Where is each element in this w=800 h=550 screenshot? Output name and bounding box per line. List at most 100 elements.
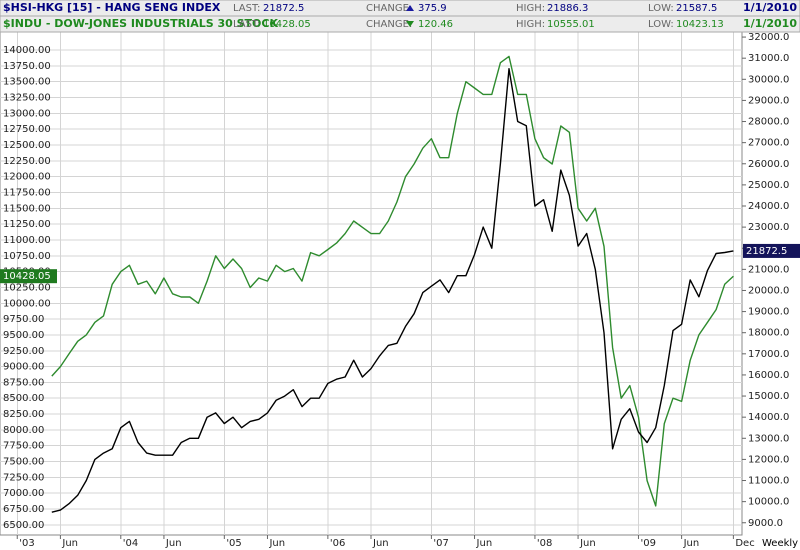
- last-value-tag: [743, 243, 800, 258]
- y-tick-label: 7750.00: [3, 441, 44, 452]
- axes: 6500.00 6750.00 7000.00 7250.00 7500.00 7750.…: [0, 32, 800, 549]
- last-value-label: 10428.05: [3, 271, 51, 282]
- x-tick-label: Jun: [268, 538, 285, 549]
- quote-value: 21587.5: [676, 3, 717, 14]
- series-line: [51, 55, 734, 507]
- y-tick-label: 9750.00: [3, 314, 44, 325]
- y-tick-label: 12750.00: [3, 124, 51, 135]
- y2-tick-label: 20000.0: [748, 285, 789, 296]
- quote-label: LAST:: [233, 3, 260, 14]
- x-tick-label: '07: [433, 538, 448, 549]
- quote-label: LOW:: [648, 3, 674, 14]
- y-tick-label: 9500.00: [3, 330, 44, 341]
- y-tick-label: 13000.00: [3, 108, 51, 119]
- quote-value: 10428.05: [263, 19, 311, 30]
- quote-value: 375.9: [418, 3, 447, 14]
- y2-tick-label: 15000.0: [748, 391, 789, 402]
- y2-tick-label: 17000.0: [748, 349, 789, 360]
- y-tick-label: 10750.00: [3, 251, 51, 262]
- y-tick-label: 9000.00: [3, 362, 44, 373]
- y2-tick-label: 31000.0: [748, 53, 789, 64]
- y2-tick-label: 26000.0: [748, 159, 789, 170]
- y-tick-label: 7250.00: [3, 472, 44, 483]
- quote-label: LOW:: [648, 19, 674, 30]
- y-tick-label: 8500.00: [3, 393, 44, 404]
- series-name: $HSI-HKG [15] - HANG SENG INDEX: [3, 1, 221, 14]
- y-tick-label: 13250.00: [3, 93, 51, 104]
- y2-tick-label: 32000.0: [748, 32, 789, 43]
- y-tick-label: 8750.00: [3, 377, 44, 388]
- quote-date: 1/1/2010: [743, 1, 797, 14]
- down-arrow: [406, 21, 414, 27]
- series-line: [51, 68, 734, 513]
- last-value-tag: [0, 269, 57, 284]
- quote-label: CHANGE:: [366, 3, 412, 14]
- x-tick-label: '03: [19, 538, 34, 549]
- y-tick-label: 11500.00: [3, 203, 51, 214]
- y-tick-label: 11000.00: [3, 235, 51, 246]
- y2-tick-label: 29000.0: [748, 95, 789, 106]
- quote-value: 120.46: [418, 19, 453, 30]
- y-tick-label: 12250.00: [3, 156, 51, 167]
- quote-label: CHANGE:: [366, 19, 412, 30]
- y-tick-label: 14000.00: [3, 45, 51, 56]
- y-tick-label: 10250.00: [3, 282, 51, 293]
- quote-label: HIGH:: [516, 3, 545, 14]
- x-tick-label: Jun: [683, 538, 700, 549]
- series-name: $INDU - DOW-JONES INDUSTRIALS 30 STOCK: [3, 17, 278, 30]
- x-tick-label: Dec: [735, 538, 754, 549]
- quote-label: HIGH:: [516, 19, 545, 30]
- x-tick-label: Jun: [579, 538, 596, 549]
- y-tick-label: 12000.00: [3, 172, 51, 183]
- quote-date: 1/1/2010: [743, 17, 797, 30]
- x-tick-label: '08: [537, 538, 552, 549]
- x-tick-label: '06: [330, 538, 345, 549]
- y-tick-label: 7000.00: [3, 488, 44, 499]
- x-tick-label: '04: [123, 538, 138, 549]
- quote-label: LAST:: [233, 19, 260, 30]
- x-tick-label: Jun: [165, 538, 182, 549]
- y-tick-label: 8250.00: [3, 409, 44, 420]
- quote-value: 21886.3: [547, 3, 588, 14]
- x-tick-label: Jun: [61, 538, 78, 549]
- y2-tick-label: 24000.0: [748, 201, 789, 212]
- y-tick-label: 11250.00: [3, 219, 51, 230]
- y2-tick-label: 30000.0: [748, 74, 789, 85]
- frequency-label: Weekly: [762, 538, 798, 549]
- y-tick-label: 6750.00: [3, 504, 44, 515]
- y-tick-label: 12500.00: [3, 140, 51, 151]
- lines: [51, 55, 734, 513]
- y2-tick-label: 16000.0: [748, 370, 789, 381]
- y2-tick-label: 19000.0: [748, 307, 789, 318]
- header: $HSI-HKG [15] - HANG SENG INDEX LAST: 21…: [0, 0, 800, 33]
- y2-tick-label: 11000.0: [748, 476, 789, 487]
- y2-tick-label: 12000.0: [748, 454, 789, 465]
- y-tick-label: 13750.00: [3, 61, 51, 72]
- y2-tick-label: 13000.0: [748, 433, 789, 444]
- quote-value: 10555.01: [547, 19, 595, 30]
- x-tick-label: Jun: [372, 538, 389, 549]
- y2-tick-label: 27000.0: [748, 138, 789, 149]
- y2-tick-label: 21000.0: [748, 264, 789, 275]
- y2-tick-label: 25000.0: [748, 180, 789, 191]
- y2-tick-label: 28000.0: [748, 117, 789, 128]
- quote-value: 10423.13: [676, 19, 724, 30]
- y2-tick-label: 18000.0: [748, 328, 789, 339]
- y-tick-label: 11750.00: [3, 187, 51, 198]
- y2-tick-label: 14000.0: [748, 412, 789, 423]
- x-tick-label: '05: [226, 538, 241, 549]
- y-tick-label: 13500.00: [3, 77, 51, 88]
- y-tick-label: 7500.00: [3, 457, 44, 468]
- y-tick-label: 9250.00: [3, 346, 44, 357]
- y2-tick-label: 23000.0: [748, 222, 789, 233]
- quote-value: 21872.5: [263, 3, 304, 14]
- x-tick-label: '09: [640, 538, 655, 549]
- x-tick-label: Jun: [476, 538, 493, 549]
- y2-tick-label: 9000.0: [748, 518, 783, 529]
- y-tick-label: 10000.00: [3, 298, 51, 309]
- y-tick-label: 6500.00: [3, 520, 44, 531]
- up-arrow: [406, 5, 414, 11]
- header-row: [0, 15, 800, 33]
- y2-tick-label: 10000.0: [748, 497, 789, 508]
